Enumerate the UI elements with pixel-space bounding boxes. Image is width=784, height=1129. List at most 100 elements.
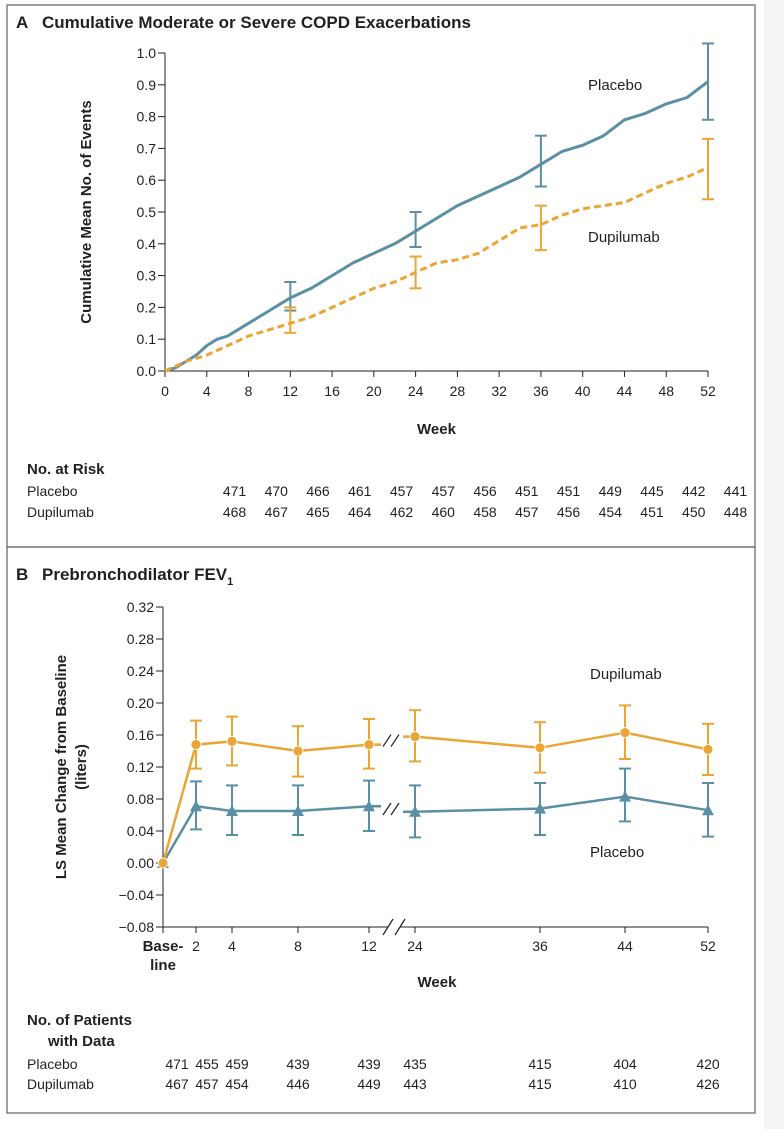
patients-cell: 435 <box>403 1056 427 1072</box>
panel-a-series-dupilumab <box>164 166 709 373</box>
panel-a-label-placebo: Placebo <box>588 77 642 94</box>
panel-b-line-break-mark <box>390 734 400 747</box>
panel-a-y-tick-label: 0.3 <box>137 268 157 284</box>
risk-cell: 449 <box>599 483 623 499</box>
panel-b-y-tick-label: 0.32 <box>127 599 154 615</box>
panel-b-point-placebo <box>702 804 714 816</box>
scrollbar[interactable] <box>764 0 784 1129</box>
patients-cell: 410 <box>613 1076 637 1092</box>
panel-b-point-dupilumab <box>157 857 169 869</box>
panel-a-x-tick-label: 16 <box>324 383 340 399</box>
panel-b-label-dupilumab: Dupilumab <box>590 666 662 683</box>
panel-b-point-dupilumab <box>702 744 714 755</box>
patients-cell: 457 <box>195 1076 219 1092</box>
panel-b-x-tick-label: 44 <box>617 938 633 954</box>
risk-cell: 461 <box>348 483 372 499</box>
figure: A Cumulative Moderate or Severe COPD Exac… <box>6 4 756 1114</box>
panel-b-y-tick-label: 0.20 <box>127 695 154 711</box>
panel-b-point-dupilumab <box>409 731 421 742</box>
panel-a-x-tick-label: 8 <box>245 383 253 399</box>
patients-cell: 439 <box>286 1056 310 1072</box>
panel-a-x-tick-label: 0 <box>161 383 169 399</box>
panel-b-line-dupilumab <box>403 731 709 751</box>
risk-cell: 466 <box>306 483 330 499</box>
risk-cell: 451 <box>557 483 581 499</box>
panel-b-frame <box>6 546 756 1114</box>
panel-b-y-tick-label: 0.16 <box>127 727 154 743</box>
panel-b-x-tick-label: 8 <box>294 938 302 954</box>
patients-table-heading-line2: with Data <box>47 1033 115 1050</box>
panel-a-x-tick-label: 44 <box>617 383 633 399</box>
risk-cell: 445 <box>640 483 664 499</box>
patients-cell: 467 <box>165 1076 189 1092</box>
panel-b-line-break-mark <box>390 802 400 816</box>
patients-row-label: Placebo <box>27 1056 78 1072</box>
risk-cell: 454 <box>599 504 623 520</box>
panel-b-x-tick-label: 36 <box>532 938 548 954</box>
panel-b-y-tick-label: −0.04 <box>119 887 155 903</box>
panel-b-x-tick-label: 52 <box>700 938 716 954</box>
patients-cell: 443 <box>403 1076 427 1092</box>
panel-b-point-placebo <box>190 800 202 812</box>
patients-cell: 459 <box>225 1056 249 1072</box>
patients-row-label: Dupilumab <box>27 1076 94 1092</box>
panel-a-x-tick-label: 28 <box>450 383 466 399</box>
risk-cell: 471 <box>223 483 247 499</box>
panel-a-y-tick-label: 0.2 <box>137 299 157 315</box>
panel-b-axis-break-mark <box>382 918 394 936</box>
risk-cell: 462 <box>390 504 414 520</box>
panel-b-point-placebo <box>363 800 375 812</box>
panel-a-x-tick-label: 4 <box>203 383 211 399</box>
risk-cell: 448 <box>724 504 748 520</box>
patients-cell: 426 <box>696 1076 720 1092</box>
panel-b-y-tick-label: 0.24 <box>127 663 154 679</box>
panel-a: A Cumulative Moderate or Severe COPD Exac… <box>16 13 748 520</box>
panel-a-y-tick-label: 0.9 <box>137 77 157 93</box>
panel-b-y-tick-label: −0.08 <box>119 919 155 935</box>
risk-cell: 451 <box>515 483 539 499</box>
patients-cell: 455 <box>195 1056 219 1072</box>
risk-cell: 470 <box>265 483 289 499</box>
panel-a-x-tick-label: 12 <box>283 383 299 399</box>
panel-a-y-tick-label: 0.5 <box>137 204 157 220</box>
panel-b-point-dupilumab <box>363 739 375 750</box>
risk-cell: 442 <box>682 483 706 499</box>
risk-cell: 457 <box>390 483 414 499</box>
panel-b-line-placebo <box>403 795 709 814</box>
panel-b-point-dupilumab <box>190 739 202 750</box>
risk-row-label: Placebo <box>27 483 78 499</box>
panel-b-title-main: Prebronchodilator FEV <box>42 565 228 584</box>
panel-a-x-tick-label: 48 <box>658 383 674 399</box>
panel-b-y-tick-label: 0.28 <box>127 631 154 647</box>
panel-a-x-tick-label: 32 <box>491 383 507 399</box>
panel-a-label-dupilumab: Dupilumab <box>588 229 660 246</box>
panel-b-x-tick-label: 24 <box>407 938 423 954</box>
panel-b-axis-break-mark <box>394 918 406 936</box>
panel-b-x-tick-label: 4 <box>228 938 236 954</box>
panel-a-title: Cumulative Moderate or Severe COPD Exace… <box>42 13 471 32</box>
panel-a-x-axis-label: Week <box>417 421 457 438</box>
panel-b-y-tick-label: 0.08 <box>127 791 154 807</box>
panel-a-y-tick-label: 0.4 <box>137 236 157 252</box>
panel-b-x-tick-label-baseline-line2: line <box>150 957 176 974</box>
panel-b-point-placebo <box>292 805 304 816</box>
risk-cell: 457 <box>515 504 539 520</box>
panel-a-y-tick-label: 0.1 <box>137 331 157 347</box>
panel-b: B Prebronchodilator FEV1 0.32 0.28 0.24 0.20 0… <box>16 565 720 1092</box>
patients-cell: 439 <box>357 1056 381 1072</box>
patients-cell: 471 <box>165 1056 189 1072</box>
panel-b-x-tick-label: 2 <box>192 938 200 954</box>
risk-cell: 465 <box>306 504 330 520</box>
panel-a-y-tick-label: 0.7 <box>137 140 157 156</box>
risk-cell: 456 <box>473 483 497 499</box>
panel-b-point-placebo <box>534 802 546 814</box>
patients-cell: 454 <box>225 1076 249 1092</box>
patients-cell: 449 <box>357 1076 381 1092</box>
risk-row-label: Dupilumab <box>27 504 94 520</box>
panel-b-y-axis-label-line2: (liters) <box>73 744 90 790</box>
panel-b-letter: B <box>16 565 28 584</box>
patients-cell: 446 <box>286 1076 310 1092</box>
risk-cell: 458 <box>473 504 497 520</box>
panel-b-point-placebo <box>619 790 631 802</box>
panel-b-y-tick-label: 0.04 <box>127 823 154 839</box>
